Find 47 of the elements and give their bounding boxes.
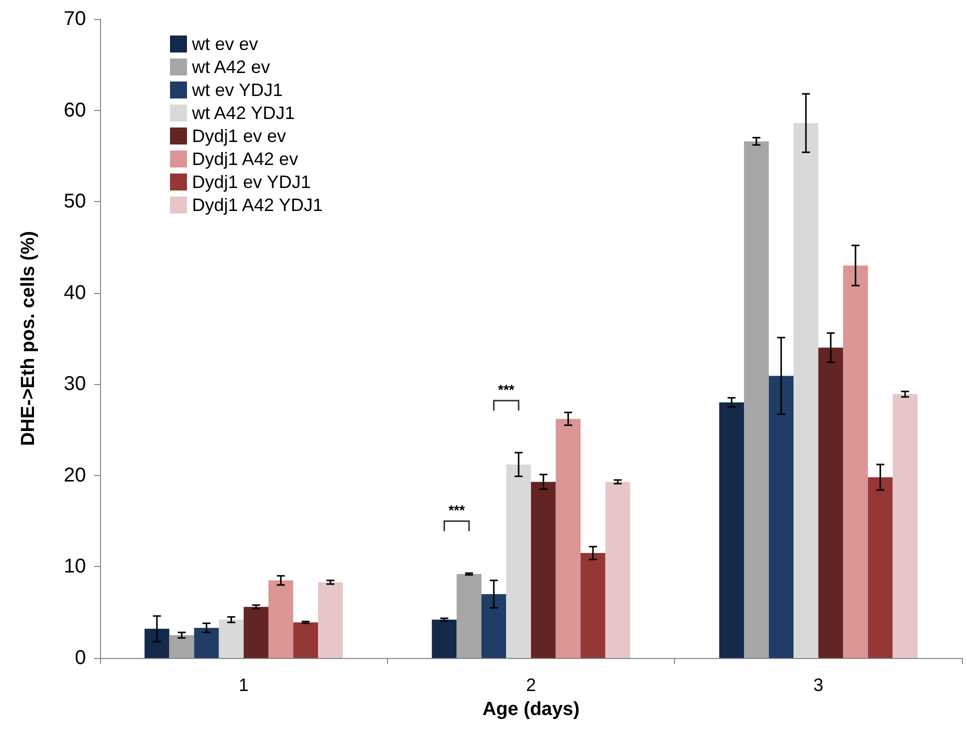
legend-label: Dydj1 ev ev xyxy=(192,126,286,146)
bar xyxy=(794,123,818,658)
y-tick-label: 0 xyxy=(74,647,86,669)
y-tick-label: 40 xyxy=(64,282,86,304)
bar xyxy=(719,402,744,658)
y-axis-title: DHE->Eth pos. cells (%) xyxy=(18,231,39,446)
y-tick-label: 50 xyxy=(64,190,86,213)
bar xyxy=(556,418,581,658)
bar xyxy=(432,620,457,658)
bar xyxy=(818,348,844,658)
bar xyxy=(605,482,630,658)
bar xyxy=(318,582,343,658)
y-tick-label: 10 xyxy=(64,556,86,578)
legend-label: wt ev YDJ1 xyxy=(191,80,283,100)
bar xyxy=(244,606,268,658)
legend-label: Dydj1 A42 YDJ1 xyxy=(192,195,323,215)
bar xyxy=(293,622,318,658)
bar xyxy=(481,594,506,658)
x-axis-title: Age (days) xyxy=(482,699,580,720)
y-tick-label: 20 xyxy=(64,464,86,486)
y-tick-label: 30 xyxy=(64,373,86,396)
x-tick-label: 3 xyxy=(813,675,824,695)
bar xyxy=(268,580,294,658)
bar xyxy=(144,628,170,658)
y-tick-label: 70 xyxy=(64,8,86,30)
bar xyxy=(744,141,769,658)
bar xyxy=(768,376,794,658)
bar xyxy=(456,574,482,658)
bar xyxy=(843,265,868,658)
bar xyxy=(169,635,194,658)
bar xyxy=(194,628,219,658)
legend-label: wt ev ev xyxy=(191,34,258,54)
x-tick-label: 1 xyxy=(238,675,249,695)
x-tick-label: 2 xyxy=(526,675,536,695)
legend-label: wt A42 YDJ1 xyxy=(191,103,295,123)
bar xyxy=(506,464,531,658)
legend-label: Dydj1 ev YDJ1 xyxy=(192,172,311,192)
legend-label: wt A42 ev xyxy=(191,57,270,77)
bar xyxy=(580,553,606,658)
y-tick-label: 60 xyxy=(64,99,86,122)
annotation: *** xyxy=(448,502,466,518)
legend-label: Dydj1 A42 ev xyxy=(192,149,298,169)
bar xyxy=(218,620,244,658)
bar xyxy=(892,394,918,658)
annotation: *** xyxy=(498,382,515,398)
bar xyxy=(531,482,556,658)
bar xyxy=(868,477,893,658)
